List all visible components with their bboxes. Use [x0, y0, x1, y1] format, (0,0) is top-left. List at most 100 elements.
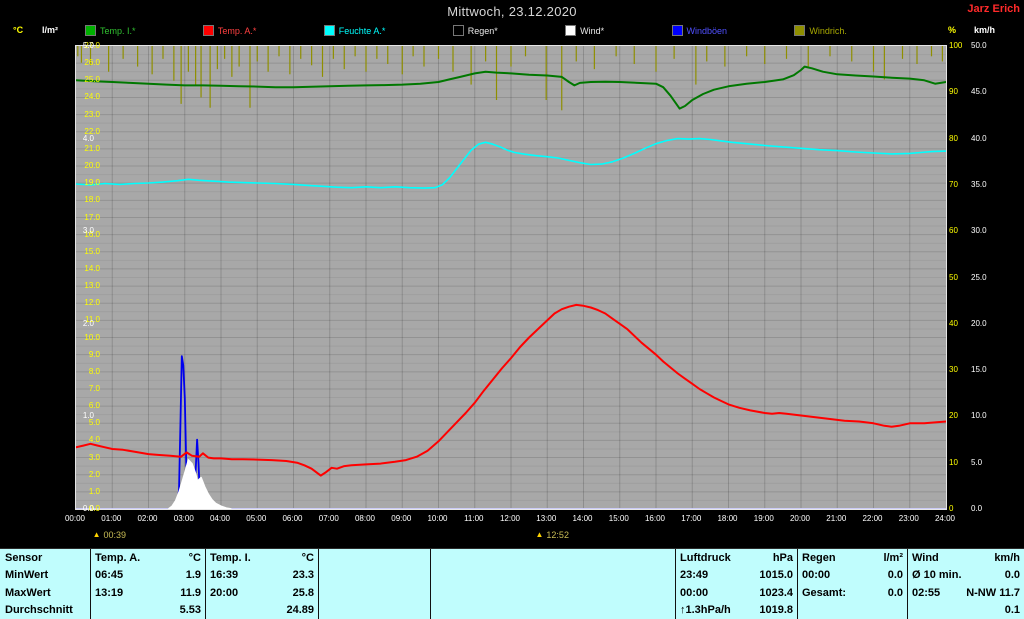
ticks-wind-label: 0.0: [971, 505, 1013, 513]
time-tick-label: 13:00: [536, 514, 556, 523]
stats-value-right: 1.9: [186, 569, 201, 581]
stats-value-right: 0.0: [888, 587, 903, 599]
stats-value-left: 13:19: [95, 587, 123, 599]
time-tick-label: 16:00: [645, 514, 665, 523]
stats-value-left: Ø 10 min.: [912, 569, 962, 581]
stats-cell-empty-1: [318, 567, 430, 585]
legend-item-wind-[interactable]: Wind*: [565, 25, 604, 36]
time-tick-label: 19:00: [754, 514, 774, 523]
stats-value-right: 0.1: [1005, 604, 1020, 616]
time-tick-label: 09:00: [391, 514, 411, 523]
stats-cell-temp-i: 24.89: [205, 602, 318, 619]
chart-canvas[interactable]: [76, 46, 946, 509]
ticks-rain-label: 1.0: [73, 412, 94, 420]
legend-label: Feuchte A.*: [339, 26, 386, 36]
ticks-rain-label: 5.0: [73, 42, 94, 50]
stats-value-left: 16:39: [210, 569, 238, 581]
stats-value-right: 5.53: [180, 604, 201, 616]
stats-row-label: Sensor: [0, 552, 90, 564]
legend-item-windrich-[interactable]: Windrich.: [794, 25, 847, 36]
ticks-hum-label: 30: [949, 366, 969, 374]
marker-time: 12:52: [546, 530, 569, 540]
ticks-wind-label: 45.0: [971, 88, 1013, 96]
legend-label: Windrich.: [809, 26, 847, 36]
legend-item-regen-[interactable]: Regen*: [453, 25, 498, 36]
stats-cell-empty-2: [430, 602, 675, 619]
ticks-wind-label: 5.0: [971, 459, 1013, 467]
time-tick-label: 02:00: [137, 514, 157, 523]
page-title: Mittwoch, 23.12.2020: [0, 4, 1024, 19]
legend-color-swatch: [672, 25, 683, 36]
stats-cell-empty-2: [430, 567, 675, 585]
ticks-hum-label: 100: [949, 42, 969, 50]
stats-cell-wind: 0.1: [907, 602, 1024, 619]
ticks-hum-label: 70: [949, 181, 969, 189]
legend-item-windb-en[interactable]: Windböen: [672, 25, 728, 36]
legend-label: Temp. A.*: [218, 26, 257, 36]
time-tick-label: 11:00: [464, 514, 483, 523]
event-marker: ▲ 00:39: [93, 530, 126, 540]
stats-value-left: Temp. I.: [210, 552, 251, 564]
stats-value-left: 00:00: [802, 569, 830, 581]
legend-label: Wind*: [580, 26, 604, 36]
chart-plot-area[interactable]: [75, 45, 947, 510]
stats-value-left: Wind: [912, 552, 939, 564]
stats-row-label: Durchschnitt: [0, 604, 90, 616]
axis-unit-wind: km/h: [974, 25, 995, 35]
legend-color-swatch: [453, 25, 464, 36]
stats-cell-empty-2: [430, 584, 675, 602]
stats-cell-empty-1: [318, 549, 430, 567]
stats-value-left: 02:55: [912, 587, 940, 599]
stats-value-right: hPa: [773, 552, 793, 564]
stats-value-left: Luftdruck: [680, 552, 731, 564]
ticks-wind-label: 50.0: [971, 42, 1013, 50]
stats-row-label: MaxWert: [0, 587, 90, 599]
time-tick-label: 18:00: [717, 514, 737, 523]
time-tick-label: 06:00: [282, 514, 302, 523]
time-tick-label: 07:00: [319, 514, 339, 523]
stats-cell-luftdruck: Luftdruck hPa: [675, 549, 797, 567]
time-tick-label: 00:00: [65, 514, 85, 523]
stats-cell-empty-1: [318, 584, 430, 602]
legend-item-feuchte-a-[interactable]: Feuchte A.*: [324, 25, 386, 36]
legend-item-temp-a-[interactable]: Temp. A.*: [203, 25, 257, 36]
stats-value-right: 0.0: [1005, 569, 1020, 581]
stats-value-left: 00:00: [680, 587, 708, 599]
time-tick-label: 14:00: [572, 514, 592, 523]
time-tick-label: 05:00: [246, 514, 266, 523]
station-owner-label: Jarz Erich: [967, 3, 1020, 15]
marker-flag-icon: ▲: [93, 531, 101, 539]
legend-item-temp-i-[interactable]: Temp. I.*: [85, 25, 136, 36]
stats-value-right: 1015.0: [759, 569, 793, 581]
stats-cell-empty-1: [318, 602, 430, 619]
axis-unit-humidity: %: [948, 25, 956, 35]
legend-color-swatch: [324, 25, 335, 36]
stats-value-right: °C: [189, 552, 201, 564]
stats-value-left: Gesamt:: [802, 587, 846, 599]
stats-cell-temp-a: 5.53: [90, 602, 205, 619]
stats-value-right: °C: [302, 552, 314, 564]
stats-cell-regen: [797, 602, 907, 619]
ticks-hum-label: 90: [949, 88, 969, 96]
stats-cell-wind: Wind km/h: [907, 549, 1024, 567]
stats-row-label: MinWert: [0, 569, 90, 581]
time-tick-label: 23:00: [899, 514, 919, 523]
ticks-rain-label: 2.0: [73, 320, 94, 328]
legend-label: Regen*: [468, 26, 498, 36]
time-tick-label: 24:00: [935, 514, 955, 523]
stats-value-left: Temp. A.: [95, 552, 140, 564]
time-tick-label: 01:00: [101, 514, 121, 523]
time-tick-label: 22:00: [862, 514, 882, 523]
time-tick-label: 21:00: [826, 514, 846, 523]
stats-value-right: km/h: [994, 552, 1020, 564]
legend-color-swatch: [85, 25, 96, 36]
stats-cell-temp-i: Temp. I. °C: [205, 549, 318, 567]
